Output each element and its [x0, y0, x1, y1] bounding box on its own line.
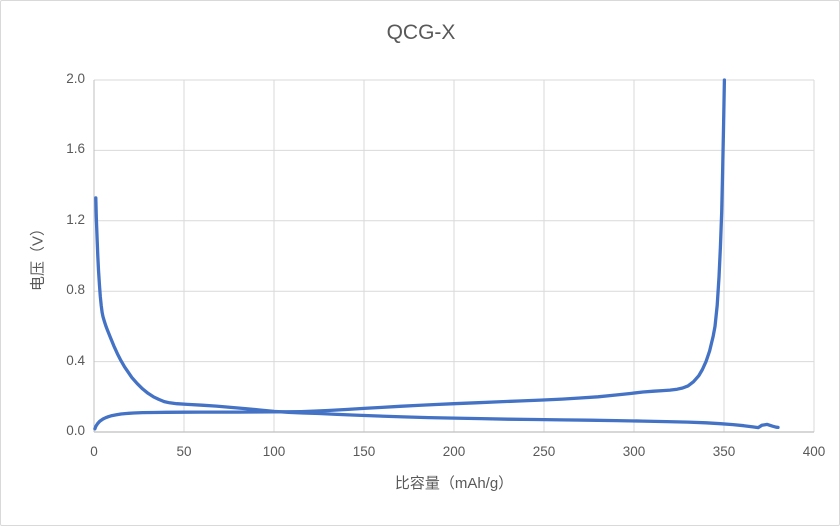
x-axis-title: 比容量（mAh/g）	[394, 475, 514, 492]
x-tick-label: 0	[90, 444, 98, 459]
charge-delithiation-curve	[93, 78, 727, 431]
x-tick-label: 200	[442, 444, 466, 459]
y-tick-label: 0.4	[66, 352, 85, 368]
y-tick-label: 0.0	[66, 423, 85, 438]
x-tick-label: 400	[802, 444, 826, 459]
x-tick-label: 50	[176, 444, 192, 459]
discharge-lithiation-curve	[94, 196, 780, 430]
y-tick-label: 2.0	[66, 71, 85, 86]
x-tick-label: 300	[622, 444, 646, 459]
x-tick-label: 100	[262, 444, 286, 459]
x-tick-label: 350	[712, 444, 736, 459]
x-tick-label: 150	[352, 444, 376, 459]
x-tick-label: 250	[532, 444, 556, 459]
y-tick-label: 1.6	[66, 141, 85, 157]
y-tick-label: 0.8	[66, 282, 85, 298]
chart-title: QCG-X	[386, 21, 456, 44]
y-axis-title: 电压（V）	[29, 220, 47, 292]
y-tick-label: 1.2	[66, 211, 85, 227]
